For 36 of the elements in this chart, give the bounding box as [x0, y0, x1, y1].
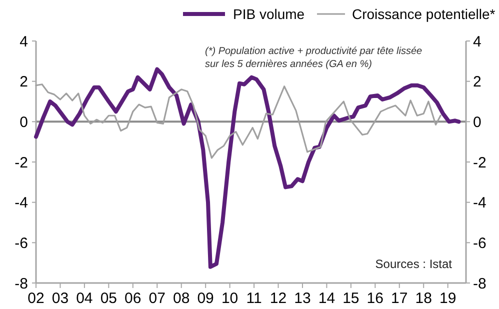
x-tick-label: 05 — [100, 290, 118, 307]
y-tick-label: 2 — [20, 74, 28, 91]
x-tick-label: 17 — [391, 290, 408, 307]
x-tick-label: 08 — [173, 290, 190, 307]
y-tick-label: -4 — [14, 194, 28, 212]
x-tick-label: 18 — [415, 290, 432, 307]
y2-tick-label: 2 — [473, 74, 482, 91]
x-tick-label: 03 — [52, 290, 69, 307]
x-tick-label: 14 — [318, 290, 336, 307]
legend-label: Croissance potentielle* — [352, 6, 496, 22]
x-tick-label: 02 — [28, 290, 44, 307]
y2-tick-label: -4 — [473, 194, 486, 212]
y-tick-label: -2 — [14, 154, 28, 172]
x-tick-label: 06 — [124, 290, 142, 307]
y2-tick-label: -2 — [473, 154, 486, 172]
x-tick-label: 16 — [366, 290, 384, 307]
x-tick-label: 09 — [197, 290, 214, 307]
y-tick-label: 4 — [20, 33, 28, 50]
y2-tick-label: -8 — [473, 275, 486, 292]
annotation: (*) Population active + productivité par tête lissée sur les 5 dernières années (GA en %) — [205, 46, 422, 70]
y2-tick-label: 0 — [473, 114, 482, 131]
y-tick-label: -8 — [14, 275, 28, 292]
y2-tick-label: -6 — [473, 234, 486, 252]
x-tick-label: 13 — [294, 290, 311, 307]
x-tick-label: 12 — [270, 290, 287, 307]
legend-label: PIB volume — [233, 6, 305, 22]
x-tick-label: 10 — [221, 290, 238, 307]
x-tick-label: 07 — [148, 290, 166, 307]
x-tick-label: 19 — [439, 290, 456, 307]
x-tick-label: 15 — [342, 290, 360, 307]
x-tick-label: 04 — [76, 290, 93, 307]
y2-tick-label: 4 — [473, 33, 482, 50]
y-tick-label: 0 — [20, 114, 28, 131]
y-tick-label: -6 — [14, 234, 28, 252]
annotation: Sources : Istat — [375, 257, 453, 271]
x-tick-label: 11 — [246, 290, 262, 307]
